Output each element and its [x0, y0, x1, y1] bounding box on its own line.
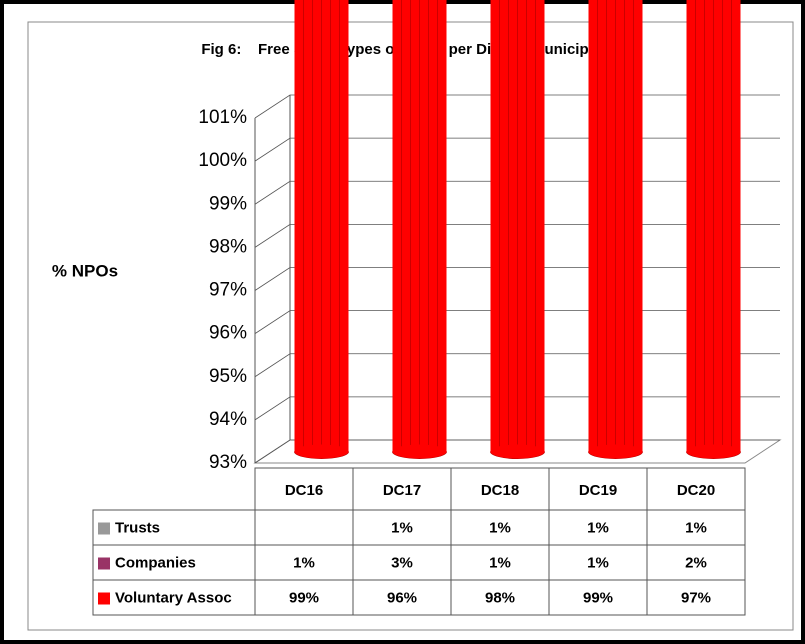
- legend-label: Trusts: [115, 519, 160, 536]
- x-tick-label: DC19: [579, 482, 617, 499]
- y-axis-label: % NPOs: [52, 261, 118, 280]
- y-tick-label: 98%: [209, 236, 247, 257]
- data-label: 1%: [489, 519, 511, 536]
- y-tick-label: 100%: [198, 150, 247, 171]
- bar-segment: [588, 0, 643, 459]
- legend-label: Voluntary Assoc: [115, 589, 232, 606]
- y-tick-label: 93%: [209, 452, 247, 473]
- data-label: 3%: [391, 554, 413, 571]
- bar-segment: [392, 0, 447, 459]
- y-tick-label: 95%: [209, 366, 247, 387]
- data-label: 1%: [587, 519, 609, 536]
- data-label: 98%: [485, 589, 515, 606]
- x-tick-label: DC18: [481, 482, 519, 499]
- table-frame: [92, 509, 746, 616]
- legend-label: Companies: [115, 554, 196, 571]
- bar-segment: [686, 0, 741, 459]
- grid: 93% 94% 95% 96% 97% 98% 99% 100% 101%: [198, 94, 782, 473]
- y-tick-label: 96%: [209, 323, 247, 344]
- bar-segment: [294, 0, 349, 459]
- data-label: 99%: [289, 589, 319, 606]
- data-label: 1%: [489, 554, 511, 571]
- y-tick-label: 97%: [209, 280, 247, 301]
- legend-swatch: [98, 592, 110, 605]
- data-label: 96%: [387, 589, 417, 606]
- data-label: 2%: [685, 554, 707, 571]
- x-tick-label: DC17: [383, 482, 421, 499]
- data-table: DC16 DC17 DC18 DC19 DC20 Trusts 1% 1% 1% 1% Compan…: [92, 467, 746, 616]
- data-label: 1%: [391, 519, 413, 536]
- data-label: 97%: [681, 589, 711, 606]
- cylinder-base: [294, 444, 349, 459]
- x-tick-label: DC20: [677, 482, 715, 499]
- legend-swatch: [98, 522, 110, 535]
- y-tick-label: 94%: [209, 409, 247, 430]
- cylinder-base: [392, 444, 447, 459]
- cylinder-base: [686, 444, 741, 459]
- data-label: 1%: [293, 554, 315, 571]
- y-tick-label: 101%: [198, 107, 247, 128]
- data-label: 99%: [583, 589, 613, 606]
- bars: [294, 0, 741, 459]
- data-label: 1%: [685, 519, 707, 536]
- y-tick-label: 99%: [209, 193, 247, 214]
- bar-segment: [490, 0, 545, 459]
- legend-swatch: [98, 557, 110, 570]
- data-label: 1%: [587, 554, 609, 571]
- cylinder-base: [490, 444, 545, 459]
- x-tick-label: DC16: [285, 482, 323, 499]
- cylinder-base: [588, 444, 643, 459]
